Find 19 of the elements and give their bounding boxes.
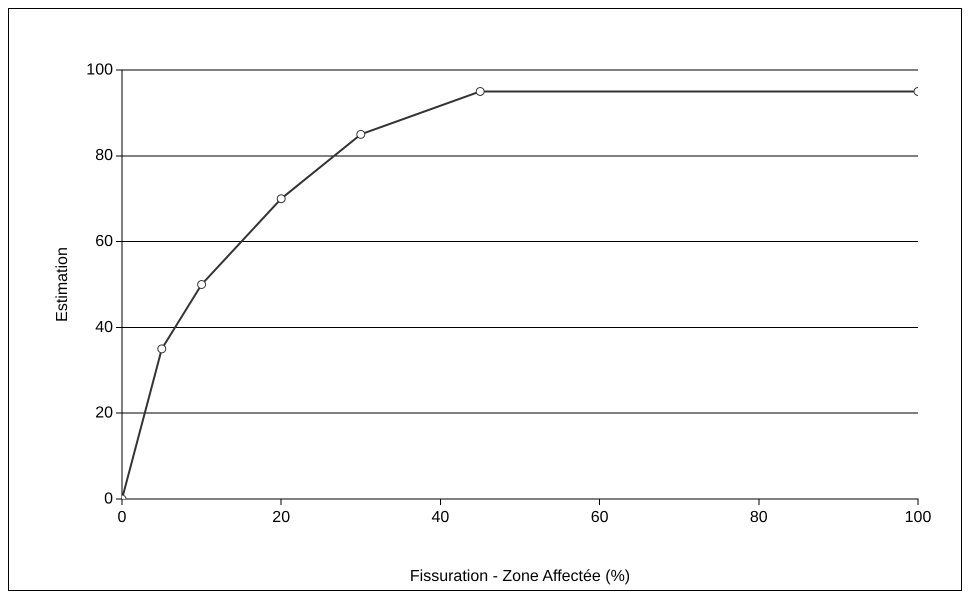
point (356, 130, 366, 139)
y-tick-label: 80 (95, 147, 114, 164)
x-tick-label: 20 (272, 509, 290, 526)
x-tick-label: 40 (432, 509, 450, 526)
y-tick-label: 20 (95, 404, 114, 422)
x-tick-label: 100 (904, 509, 932, 526)
point (276, 194, 286, 204)
point (157, 344, 166, 354)
point (476, 86, 485, 96)
y-tick-label: 40 (95, 318, 114, 336)
x-tick-label: 60 (590, 509, 609, 526)
y-tick-label: 60 (95, 233, 114, 250)
x-tick-label: 0 (118, 509, 127, 526)
y-axis-title: Estimation (54, 247, 72, 322)
x-axis-title: Fissuration - Zone Affectée (%) (410, 568, 630, 585)
y-tick-label: 100 (86, 61, 114, 78)
x-tick-label: 80 (750, 509, 768, 526)
point (197, 280, 206, 289)
y-tick-label: 0 (104, 490, 114, 508)
